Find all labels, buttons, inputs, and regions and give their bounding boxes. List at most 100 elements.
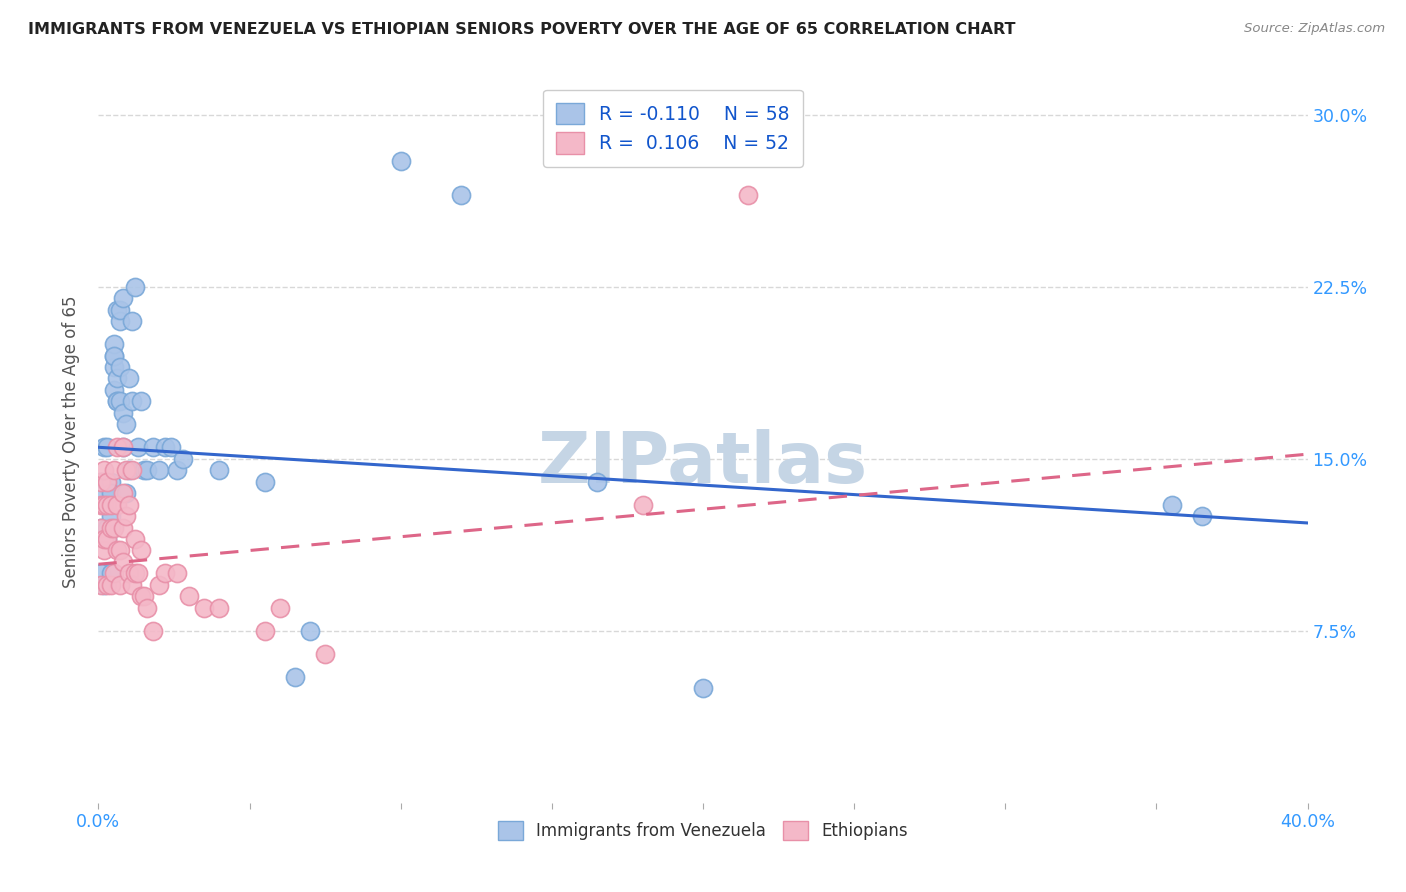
Point bbox=[114, 417, 136, 432]
Point bbox=[96, 578, 118, 592]
Point bbox=[111, 406, 134, 420]
Point bbox=[114, 509, 136, 524]
Text: Source: ZipAtlas.com: Source: ZipAtlas.com bbox=[1244, 22, 1385, 36]
Point bbox=[103, 383, 125, 397]
Point bbox=[108, 394, 131, 409]
Point bbox=[269, 600, 291, 615]
Point bbox=[90, 520, 112, 534]
Point bbox=[93, 498, 115, 512]
Point bbox=[93, 578, 115, 592]
Point bbox=[586, 475, 609, 489]
Point bbox=[96, 440, 118, 454]
Point bbox=[142, 624, 165, 638]
Point bbox=[148, 463, 170, 477]
Point bbox=[105, 371, 128, 385]
Point bbox=[314, 647, 336, 661]
Point bbox=[129, 543, 152, 558]
Point bbox=[105, 440, 128, 454]
Point bbox=[1191, 509, 1213, 524]
Point bbox=[105, 498, 128, 512]
Point bbox=[93, 463, 115, 477]
Text: IMMIGRANTS FROM VENEZUELA VS ETHIOPIAN SENIORS POVERTY OVER THE AGE OF 65 CORREL: IMMIGRANTS FROM VENEZUELA VS ETHIOPIAN S… bbox=[28, 22, 1015, 37]
Point bbox=[108, 359, 131, 374]
Point bbox=[90, 498, 112, 512]
Point bbox=[96, 532, 118, 546]
Point bbox=[118, 371, 141, 385]
Point bbox=[111, 440, 134, 454]
Point bbox=[692, 681, 714, 695]
Point bbox=[90, 520, 112, 534]
Point bbox=[132, 463, 155, 477]
Point bbox=[129, 394, 152, 409]
Point bbox=[121, 463, 143, 477]
Point bbox=[93, 498, 115, 512]
Point bbox=[179, 590, 201, 604]
Point bbox=[135, 463, 157, 477]
Point bbox=[1160, 498, 1182, 512]
Point bbox=[127, 440, 149, 454]
Point bbox=[100, 520, 122, 534]
Point bbox=[114, 463, 136, 477]
Point bbox=[129, 590, 152, 604]
Point bbox=[90, 475, 112, 489]
Text: ZIPatlas: ZIPatlas bbox=[538, 429, 868, 498]
Point bbox=[153, 440, 176, 454]
Point bbox=[111, 555, 134, 569]
Point bbox=[118, 566, 141, 581]
Point bbox=[142, 440, 165, 454]
Point bbox=[108, 543, 131, 558]
Point bbox=[105, 302, 128, 317]
Point bbox=[103, 349, 125, 363]
Point bbox=[90, 578, 112, 592]
Point bbox=[160, 440, 183, 454]
Point bbox=[103, 359, 125, 374]
Point bbox=[148, 578, 170, 592]
Point bbox=[93, 532, 115, 546]
Point bbox=[153, 566, 176, 581]
Point bbox=[737, 188, 759, 202]
Point bbox=[90, 566, 112, 581]
Point bbox=[450, 188, 472, 202]
Point bbox=[100, 509, 122, 524]
Point bbox=[103, 337, 125, 351]
Point bbox=[253, 624, 276, 638]
Point bbox=[96, 475, 118, 489]
Point bbox=[172, 451, 194, 466]
Point bbox=[121, 394, 143, 409]
Point bbox=[127, 566, 149, 581]
Point bbox=[108, 578, 131, 592]
Point bbox=[111, 486, 134, 500]
Point bbox=[299, 624, 322, 638]
Point bbox=[105, 394, 128, 409]
Point bbox=[100, 578, 122, 592]
Point bbox=[121, 578, 143, 592]
Point bbox=[208, 600, 231, 615]
Point bbox=[114, 486, 136, 500]
Point bbox=[96, 475, 118, 489]
Point bbox=[389, 153, 412, 168]
Point bbox=[105, 394, 128, 409]
Point bbox=[100, 566, 122, 581]
Point bbox=[93, 440, 115, 454]
Point bbox=[96, 520, 118, 534]
Point bbox=[108, 302, 131, 317]
Point bbox=[93, 486, 115, 500]
Point bbox=[284, 670, 307, 684]
Point bbox=[96, 498, 118, 512]
Point bbox=[108, 314, 131, 328]
Point bbox=[103, 566, 125, 581]
Point bbox=[96, 532, 118, 546]
Point bbox=[135, 600, 157, 615]
Point bbox=[253, 475, 276, 489]
Point bbox=[100, 486, 122, 500]
Point bbox=[105, 543, 128, 558]
Point bbox=[118, 463, 141, 477]
Y-axis label: Seniors Poverty Over the Age of 65: Seniors Poverty Over the Age of 65 bbox=[62, 295, 80, 588]
Point bbox=[111, 520, 134, 534]
Point bbox=[100, 475, 122, 489]
Point bbox=[90, 475, 112, 489]
Point bbox=[631, 498, 654, 512]
Point bbox=[121, 314, 143, 328]
Point bbox=[103, 520, 125, 534]
Point bbox=[124, 566, 146, 581]
